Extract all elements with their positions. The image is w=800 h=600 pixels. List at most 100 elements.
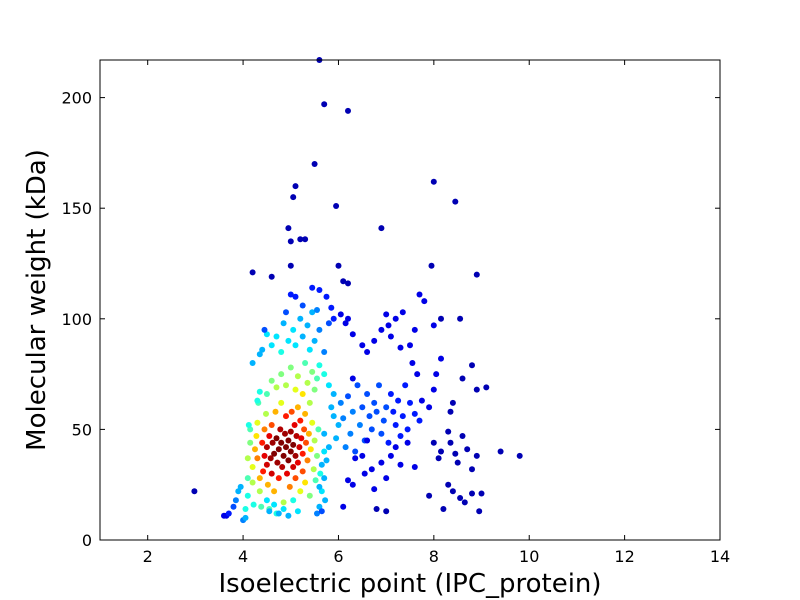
data-point xyxy=(314,375,320,382)
data-point xyxy=(261,452,268,459)
data-point xyxy=(371,486,378,493)
data-point xyxy=(361,470,368,477)
data-point xyxy=(473,452,480,459)
data-point xyxy=(266,433,273,439)
data-point xyxy=(268,422,275,428)
data-point xyxy=(282,430,288,437)
data-point xyxy=(290,441,297,448)
data-point xyxy=(328,404,335,411)
data-point xyxy=(385,322,392,329)
data-point xyxy=(290,497,297,504)
data-point xyxy=(352,455,359,462)
data-point xyxy=(383,311,390,318)
data-point xyxy=(302,410,309,417)
data-point xyxy=(267,455,274,462)
data-point xyxy=(294,373,301,380)
data-point xyxy=(304,322,311,329)
data-point xyxy=(273,384,280,391)
data-point xyxy=(256,488,263,495)
data-point xyxy=(316,287,323,293)
data-point xyxy=(287,448,294,455)
data-point xyxy=(321,430,328,437)
data-point xyxy=(469,362,475,369)
data-point xyxy=(317,470,324,477)
data-point xyxy=(254,397,261,404)
data-point xyxy=(397,461,404,468)
data-point xyxy=(280,320,287,327)
data-point xyxy=(325,444,332,451)
data-point xyxy=(449,488,456,495)
data-point xyxy=(430,439,437,446)
data-point xyxy=(330,391,337,397)
data-point xyxy=(283,382,289,389)
data-point xyxy=(284,470,290,477)
data-point xyxy=(340,503,347,510)
data-point xyxy=(407,342,413,349)
data-point xyxy=(297,315,304,322)
data-point xyxy=(256,475,263,482)
data-point xyxy=(287,238,294,245)
data-point xyxy=(323,293,330,300)
data-point xyxy=(275,446,282,453)
data-point xyxy=(359,452,366,459)
data-point xyxy=(285,457,292,464)
data-point xyxy=(263,391,270,397)
data-point xyxy=(359,404,366,411)
data-point xyxy=(292,452,299,459)
data-point xyxy=(278,439,285,446)
y-tick-label: 200 xyxy=(61,89,92,108)
data-point xyxy=(311,386,318,393)
data-point xyxy=(454,459,461,466)
data-point xyxy=(309,419,316,426)
data-point xyxy=(245,422,252,428)
data-point xyxy=(280,452,287,459)
data-point xyxy=(438,355,444,362)
data-point xyxy=(342,320,349,327)
data-point xyxy=(297,417,304,424)
data-point xyxy=(340,278,347,285)
data-point xyxy=(297,488,304,495)
data-point xyxy=(274,459,281,466)
y-tick-label: 50 xyxy=(72,420,92,439)
data-point xyxy=(416,417,423,424)
data-point xyxy=(392,315,399,322)
data-point xyxy=(325,320,332,327)
data-point xyxy=(449,399,456,406)
data-point xyxy=(430,178,437,185)
data-point xyxy=(290,326,297,333)
data-point xyxy=(395,397,402,404)
data-point xyxy=(283,309,289,316)
data-point xyxy=(266,508,273,515)
data-point xyxy=(418,397,425,404)
data-point xyxy=(259,346,266,353)
data-point xyxy=(292,386,299,393)
data-point xyxy=(349,481,356,488)
data-point xyxy=(249,464,256,470)
data-point xyxy=(318,461,325,468)
data-point xyxy=(287,364,294,371)
data-point xyxy=(263,444,270,451)
data-point xyxy=(283,444,289,451)
data-point xyxy=(390,408,397,415)
data-point xyxy=(411,326,418,333)
x-tick-label: 14 xyxy=(710,547,730,566)
data-point xyxy=(354,382,361,389)
data-point xyxy=(404,439,411,446)
data-point xyxy=(333,435,340,442)
data-point xyxy=(311,161,318,167)
data-point xyxy=(359,342,366,349)
data-point xyxy=(345,477,351,484)
data-point xyxy=(352,448,359,455)
data-point xyxy=(225,510,232,517)
y-tick-label: 150 xyxy=(61,199,92,218)
data-point xyxy=(321,349,328,355)
data-point xyxy=(335,262,342,269)
data-point xyxy=(244,475,251,482)
data-point xyxy=(237,483,244,490)
data-point xyxy=(271,488,278,495)
data-point xyxy=(299,468,306,475)
data-point xyxy=(392,422,399,428)
data-point xyxy=(304,457,311,464)
data-point xyxy=(244,455,251,462)
data-point xyxy=(303,439,309,446)
